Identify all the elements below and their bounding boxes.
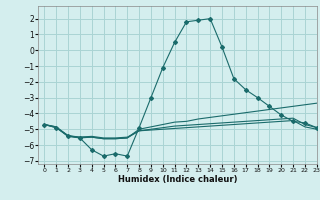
X-axis label: Humidex (Indice chaleur): Humidex (Indice chaleur) <box>118 175 237 184</box>
